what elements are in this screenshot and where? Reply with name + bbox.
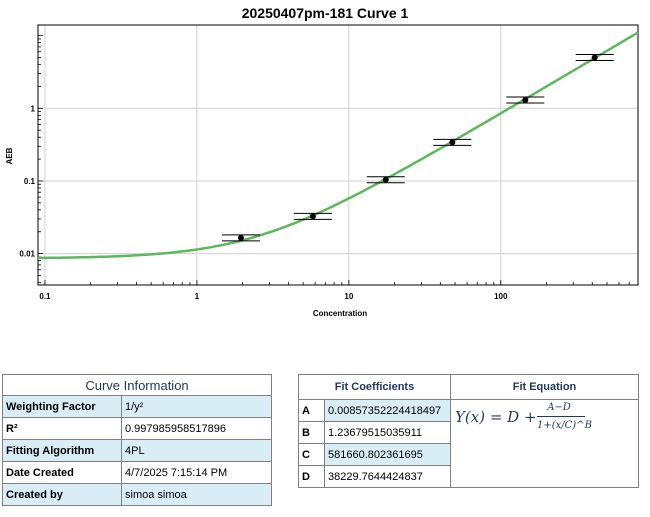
x-tick-label: 0.1	[39, 292, 51, 301]
y-tick-label: 0.01	[19, 250, 35, 259]
equation-numerator: A−D	[547, 402, 571, 413]
y-tick-label: 1	[31, 104, 36, 113]
axis-ticks: 0.1 1 10 100 0.01 0.1 1	[19, 35, 639, 301]
fit-curve	[37, 31, 639, 260]
coef-name: A	[298, 399, 325, 422]
coef-value: 581660.802361695	[324, 443, 451, 466]
curve-info-title: Curve Information	[2, 374, 272, 396]
coef-row-a: A 0.00857352224418497 Y(x) = D + A−D 1+(…	[298, 399, 639, 488]
fit-equation-title: Fit Equation	[450, 374, 639, 400]
coef-name: C	[298, 443, 325, 466]
info-label: Date Created	[2, 461, 122, 484]
info-label: Fitting Algorithm	[2, 439, 122, 462]
info-label: Created by	[2, 483, 122, 506]
info-value: 4/7/2025 7:15:14 PM	[121, 461, 272, 484]
data-points	[221, 53, 614, 242]
coef-row-d: D 38229.7644424837	[298, 465, 639, 488]
equation-denominator: 1+(x/C)^B	[537, 420, 592, 431]
coef-name: D	[298, 465, 325, 488]
y-axis-label: AEB	[5, 147, 14, 164]
x-tick-label: 1	[195, 292, 200, 301]
info-row-created-by: Created by simoa simoa	[2, 483, 272, 506]
y-tick-label: 0.1	[24, 177, 36, 186]
info-row-date: Date Created 4/7/2025 7:15:14 PM	[2, 461, 272, 484]
equation-lhs: Y(x) = D +	[455, 408, 537, 426]
chart-title: 20250407pm-181 Curve 1	[241, 5, 409, 21]
info-row-algorithm: Fitting Algorithm 4PL	[2, 439, 272, 462]
info-value: 4PL	[121, 439, 272, 462]
fit-coefficients-table: Fit Coefficients Fit Equation A 0.008573…	[298, 374, 639, 488]
info-row-weighting: Weighting Factor 1/y²	[2, 395, 272, 418]
x-tick-label: 10	[344, 292, 353, 301]
info-row-r2: R² 0.997985958517896	[2, 417, 272, 440]
info-value: simoa simoa	[121, 483, 272, 506]
x-axis-label: Concentration	[313, 309, 367, 318]
x-tick-label: 100	[494, 292, 508, 301]
coef-row-b: B 1.23679515035911	[298, 421, 639, 444]
coef-value: 38229.7644424837	[324, 465, 451, 488]
coef-row-c: C 581660.802361695	[298, 443, 639, 466]
fit-coefficients-title: Fit Coefficients	[298, 374, 451, 400]
curve-information-table: Curve Information Weighting Factor 1/y² …	[2, 374, 272, 506]
data-point	[382, 176, 389, 183]
coef-name: B	[298, 421, 325, 444]
fit-equation: Y(x) = D + A−D 1+(x/C)^B	[450, 399, 639, 488]
data-point	[522, 97, 529, 104]
plot-area-frame	[37, 24, 639, 286]
standard-curve-chart: 0.1 1 10 100 0.01 0.1 1 Concentration AEB	[5, 24, 639, 318]
data-point	[237, 234, 244, 241]
coef-value: 1.23679515035911	[324, 421, 451, 444]
info-label: Weighting Factor	[2, 395, 122, 418]
data-point	[591, 54, 598, 61]
info-value: 0.997985958517896	[121, 417, 272, 440]
equation-fraction-bar	[537, 416, 585, 417]
data-point	[309, 213, 316, 220]
coef-value: 0.00857352224418497	[324, 399, 451, 422]
grid	[38, 25, 638, 285]
data-point	[449, 139, 456, 146]
info-label: R²	[2, 417, 122, 440]
info-value: 1/y²	[121, 395, 272, 418]
